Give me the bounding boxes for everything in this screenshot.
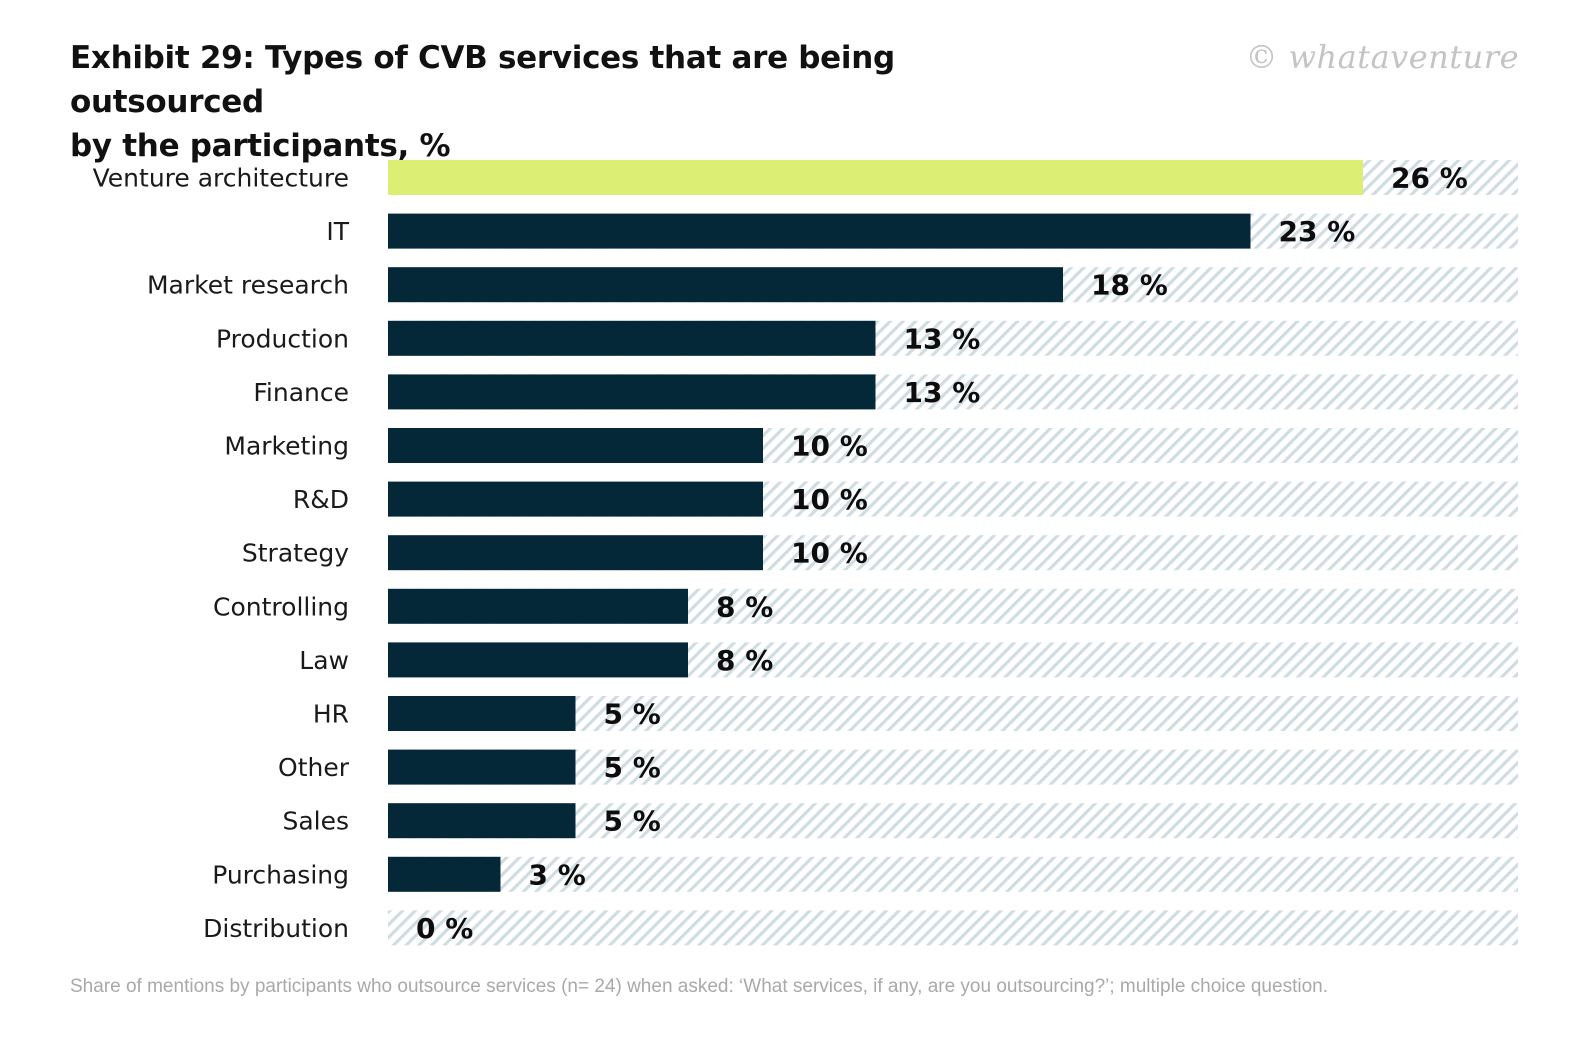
value-label-distribution: 0 % — [416, 912, 473, 945]
category-label-other: Other — [278, 753, 350, 782]
chart-title: Exhibit 29: Types of CVB services that a… — [70, 36, 1070, 168]
category-label-finance: Finance — [253, 378, 349, 407]
bar-finance — [388, 374, 876, 410]
value-label-it: 23 % — [1279, 215, 1356, 248]
category-label-controlling: Controlling — [213, 592, 349, 621]
bar-track-distribution — [388, 910, 1518, 946]
value-label-sales: 5 % — [604, 805, 661, 838]
chart-title-line-1: Exhibit 29: Types of CVB services that a… — [70, 40, 895, 120]
value-label-law: 8 % — [716, 644, 773, 677]
category-label-venture-architecture: Venture architecture — [93, 164, 349, 193]
bar-track-sales — [388, 803, 1518, 839]
bar-law — [388, 642, 688, 678]
chart-title-line-2: by the participants, % — [70, 128, 451, 164]
bar-production — [388, 320, 876, 356]
value-label-strategy: 10 % — [791, 537, 868, 570]
bar-purchasing — [388, 856, 501, 892]
bar-other — [388, 749, 576, 785]
category-label-purchasing: Purchasing — [212, 860, 349, 889]
value-label-marketing: 10 % — [791, 430, 868, 463]
bar-track-hr — [388, 696, 1518, 731]
footnote: Share of mentions by participants who ou… — [70, 976, 1328, 997]
value-label-r-d: 10 % — [791, 483, 868, 516]
bar-hr — [388, 696, 576, 731]
value-label-finance: 13 % — [904, 376, 981, 409]
bar-marketing — [388, 428, 763, 463]
category-label-law: Law — [299, 646, 349, 675]
value-label-controlling: 8 % — [716, 590, 773, 623]
bar-r-d — [388, 481, 763, 517]
value-label-other: 5 % — [604, 751, 661, 784]
bar-venture-architecture — [388, 160, 1363, 195]
category-label-hr: HR — [313, 700, 349, 729]
category-label-distribution: Distribution — [203, 914, 349, 943]
bar-controlling — [388, 588, 688, 624]
bar-it — [388, 213, 1251, 249]
value-label-venture-architecture: 26 % — [1391, 162, 1468, 195]
category-label-it: IT — [326, 217, 349, 246]
watermark: © whataventure — [1245, 38, 1519, 76]
bar-chart: Venture architecture 26 % IT 23 % Market res… — [93, 160, 1518, 946]
value-label-purchasing: 3 % — [529, 858, 586, 891]
value-label-production: 13 % — [904, 322, 981, 355]
category-label-marketing: Marketing — [224, 432, 349, 461]
bar-track-other — [388, 749, 1518, 785]
category-label-r-d: R&D — [293, 485, 349, 514]
bar-market-research — [388, 267, 1063, 303]
value-label-hr: 5 % — [604, 698, 661, 731]
category-label-sales: Sales — [282, 807, 349, 836]
bar-sales — [388, 803, 576, 839]
value-label-market-research: 18 % — [1091, 269, 1168, 302]
bar-strategy — [388, 535, 763, 571]
category-label-market-research: Market research — [147, 271, 349, 300]
category-label-production: Production — [216, 324, 349, 353]
bar-track-purchasing — [388, 856, 1518, 892]
category-label-strategy: Strategy — [242, 539, 349, 568]
